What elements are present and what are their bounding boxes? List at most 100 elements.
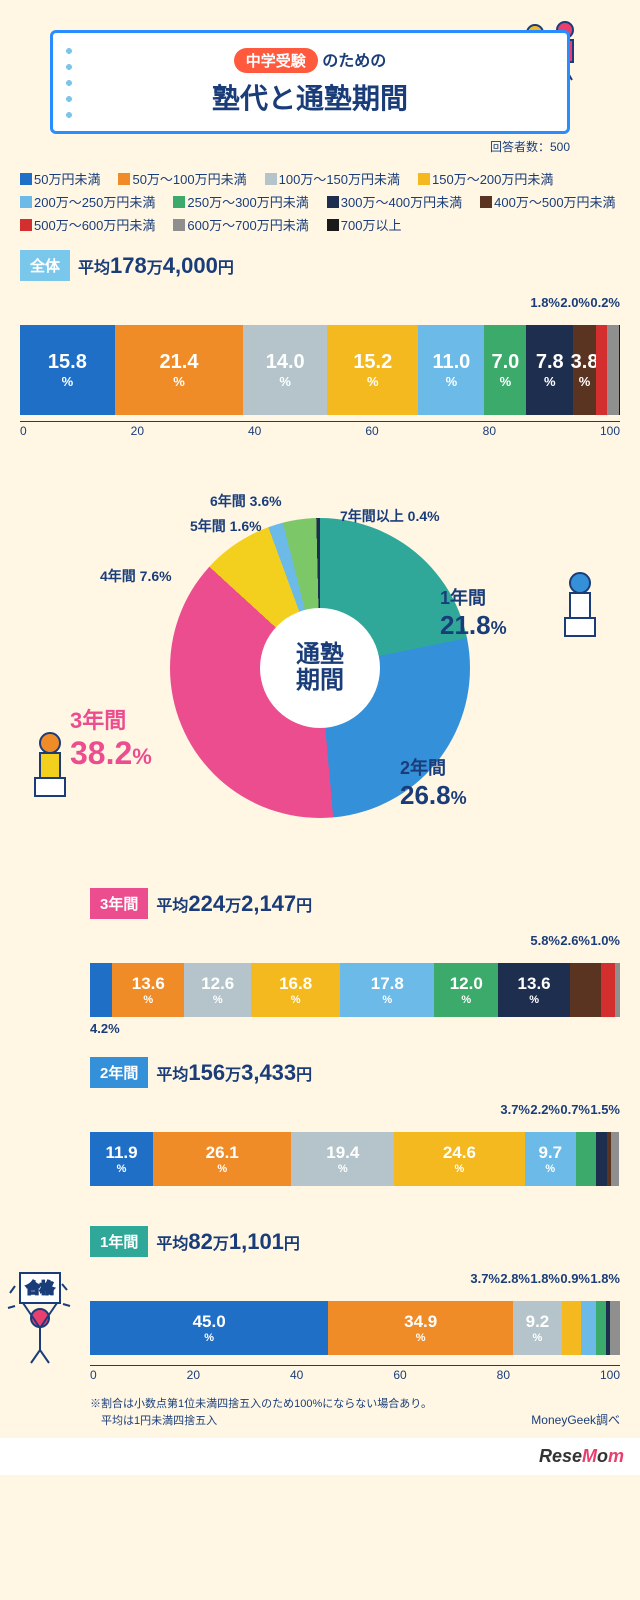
donut-slice-label: 3年間38.2% bbox=[70, 708, 152, 773]
donut-center: 通塾 期間 bbox=[260, 608, 380, 728]
x-axis-bottom: 020406080100 bbox=[90, 1365, 620, 1382]
bar-segment bbox=[619, 325, 620, 415]
title-line1: 中学受験 のための bbox=[83, 47, 537, 73]
section-average: 平均82万1,101円 bbox=[156, 1229, 300, 1255]
donut-slice-label: 1年間21.8% bbox=[440, 588, 507, 641]
callout-label: 1.5% bbox=[590, 1102, 620, 1117]
section-label: 1年間 平均82万1,101円 bbox=[90, 1226, 300, 1257]
studying-girl-illustration bbox=[20, 728, 80, 808]
stacked-bar-wrap: 11.9%26.1%19.4%24.6%9.7% 3.7%2.2%0.7%1.5% bbox=[90, 1096, 620, 1186]
legend-item: 400万～500万円未満 bbox=[480, 192, 615, 211]
bar-segment bbox=[611, 1132, 619, 1186]
bar-segment bbox=[576, 1132, 596, 1186]
callout-label: 0.2% bbox=[590, 295, 620, 310]
bar-segment: 13.6% bbox=[498, 963, 570, 1017]
stacked-bar: 13.6%12.6%16.8%17.8%12.0%13.6% bbox=[90, 963, 620, 1017]
legend-item: 100万～150万円未満 bbox=[265, 169, 400, 188]
bar-segment: 24.6% bbox=[394, 1132, 524, 1186]
donut-slice-label: 6年間 3.6% bbox=[210, 493, 282, 510]
stacked-bar: 11.9%26.1%19.4%24.6%9.7% bbox=[90, 1132, 620, 1186]
section-tag: 2年間 bbox=[90, 1057, 148, 1088]
section-tag: 全体 bbox=[20, 250, 70, 281]
bar-segment bbox=[601, 963, 615, 1017]
legend-item: 700万以上 bbox=[327, 215, 402, 234]
callout-label: 2.6% bbox=[560, 933, 590, 948]
bar-segment: 11.0% bbox=[418, 325, 484, 415]
stacked-bar-wrap: 15.8%21.4%14.0%15.2%11.0%7.0%7.8%3.8% 1.8… bbox=[20, 289, 620, 415]
legend-label: 50万円未満 bbox=[34, 169, 100, 188]
studying-boy-illustration bbox=[550, 568, 610, 648]
stacked-bar-wrap: 13.6%12.6%16.8%17.8%12.0%13.6%4.2%5.8%2.… bbox=[90, 927, 620, 1017]
callout-label: 0.7% bbox=[560, 1102, 590, 1117]
callout-label: 3.7% bbox=[470, 1271, 500, 1286]
bar-segment: 34.9% bbox=[328, 1301, 513, 1355]
bar-segment: 26.1% bbox=[153, 1132, 291, 1186]
bar-segment: 15.8% bbox=[20, 325, 115, 415]
bar-segment bbox=[596, 325, 607, 415]
callout-label: 0.9% bbox=[560, 1271, 590, 1286]
bar-segment bbox=[570, 963, 601, 1017]
footer-brand: ReseMom bbox=[0, 1438, 640, 1475]
bar-segment: 9.7% bbox=[525, 1132, 576, 1186]
bar-segment: 12.0% bbox=[434, 963, 498, 1017]
donut-slice-label: 2年間26.8% bbox=[400, 758, 467, 811]
infographic-container: 中学受験 のための 塾代と通塾期間 回答者数：500 50万円未満 50万～100… bbox=[0, 0, 640, 1438]
section-tag: 1年間 bbox=[90, 1226, 148, 1257]
callout-label: 3.7% bbox=[500, 1102, 530, 1117]
legend-item: 300万～400万円未満 bbox=[327, 192, 462, 211]
section-average: 平均224万2,147円 bbox=[156, 891, 312, 917]
legend-item: 200万～250万円未満 bbox=[20, 192, 155, 211]
legend-label: 400万～500万円未満 bbox=[494, 192, 615, 211]
bar-segment bbox=[610, 1301, 620, 1355]
legend-item: 50万～100万円未満 bbox=[118, 169, 246, 188]
legend-item: 600万～700万円未満 bbox=[173, 215, 308, 234]
legend-label: 150万～200万円未満 bbox=[432, 169, 553, 188]
callout-label: 2.0% bbox=[560, 295, 590, 310]
legend-label: 700万以上 bbox=[341, 215, 402, 234]
bar-segment bbox=[615, 963, 620, 1017]
section-label: 2年間 平均156万3,433円 bbox=[90, 1057, 312, 1088]
donut-slice-label: 7年間以上 0.4% bbox=[340, 508, 440, 525]
title-line2: 塾代と通塾期間 bbox=[83, 77, 537, 117]
bar-segment bbox=[596, 1301, 606, 1355]
stacked-bar: 45.0%34.9%9.2% bbox=[90, 1301, 620, 1355]
legend: 50万円未満 50万～100万円未満 100万～150万円未満 150万～200万円未… bbox=[20, 169, 620, 234]
section-label: 3年間 平均224万2,147円 bbox=[90, 888, 312, 919]
title-box: 中学受験 のための 塾代と通塾期間 bbox=[50, 30, 570, 134]
x-axis: 020406080100 bbox=[20, 421, 620, 438]
legend-item: 500万～600万円未満 bbox=[20, 215, 155, 234]
bar-segment: 17.8% bbox=[340, 963, 434, 1017]
legend-item: 150万～200万円未満 bbox=[418, 169, 553, 188]
bar-segment: 7.8% bbox=[526, 325, 573, 415]
donut-slice-label: 5年間 1.6% bbox=[190, 518, 262, 535]
bar-segment: 13.6% bbox=[112, 963, 184, 1017]
legend-label: 200万～250万円未満 bbox=[34, 192, 155, 211]
legend-label: 300万～400万円未満 bbox=[341, 192, 462, 211]
donut-section: 通塾 期間 1年間21.8% 2年間26.8% 3年間38.2% 4年間 7.6… bbox=[20, 478, 620, 858]
legend-label: 500万～600万円未満 bbox=[34, 215, 155, 234]
callout-label: 1.0% bbox=[590, 933, 620, 948]
section-average: 平均178万4,000円 bbox=[78, 253, 234, 279]
bar-segment bbox=[581, 1301, 596, 1355]
bar-segment: 16.8% bbox=[251, 963, 340, 1017]
callout-label: 1.8% bbox=[590, 1271, 620, 1286]
section-average: 平均156万3,433円 bbox=[156, 1060, 312, 1086]
bar-segment: 15.2% bbox=[327, 325, 418, 415]
callout-label: 4.2% bbox=[90, 1021, 120, 1036]
legend-label: 250万～300万円未満 bbox=[187, 192, 308, 211]
bar-segment bbox=[562, 1301, 582, 1355]
bar-segment: 12.6% bbox=[184, 963, 251, 1017]
bar-segment: 14.0% bbox=[243, 325, 327, 415]
title-pill: 中学受験 bbox=[234, 48, 318, 73]
legend-label: 100万～150万円未満 bbox=[279, 169, 400, 188]
bar-segment: 19.4% bbox=[291, 1132, 394, 1186]
respondent-count: 回答者数：500 bbox=[20, 138, 570, 155]
pass-celebration-illustration: 合格 bbox=[5, 1268, 75, 1368]
legend-item: 50万円未満 bbox=[20, 169, 100, 188]
stacked-bar: 15.8%21.4%14.0%15.2%11.0%7.0%7.8%3.8% bbox=[20, 325, 620, 415]
donut-slice-label: 4年間 7.6% bbox=[100, 568, 172, 585]
section-label: 全体 平均178万4,000円 bbox=[20, 250, 234, 281]
callout-label: 1.8% bbox=[530, 295, 560, 310]
legend-label: 600万～700万円未満 bbox=[187, 215, 308, 234]
callout-label: 2.2% bbox=[530, 1102, 560, 1117]
